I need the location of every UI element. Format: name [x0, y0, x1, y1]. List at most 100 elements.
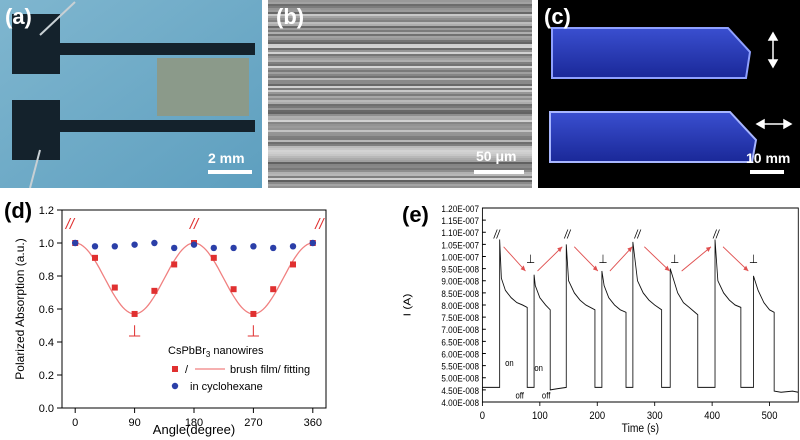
- cyclohexane-point: [91, 243, 99, 250]
- parallel-annotation: //: [634, 229, 642, 242]
- x-tick-label: 100: [532, 410, 548, 422]
- sem-streak: [268, 140, 532, 142]
- sem-streak: [268, 32, 532, 34]
- brush-film-point: [111, 284, 118, 291]
- legend-label: brush film/ fitting: [230, 364, 310, 376]
- y-tick-label: 6.00E-008: [441, 349, 479, 360]
- y-axis-label: Polarized Absorption (a.u.): [13, 238, 27, 379]
- y-tick-label: 7.00E-008: [441, 325, 479, 336]
- panel-label: (e): [402, 202, 429, 227]
- sem-streak: [268, 184, 532, 186]
- sem-streak: [268, 180, 532, 182]
- scale-label: 2 mm: [208, 150, 245, 166]
- sem-streak: [268, 88, 532, 90]
- sem-streak: [268, 70, 532, 72]
- sem-streak: [268, 128, 532, 130]
- y-tick-label: 4.50E-008: [441, 385, 479, 396]
- y-tick-label: 0.6: [39, 304, 54, 316]
- panel-label: (a): [5, 4, 32, 29]
- sem-streak: [268, 108, 532, 110]
- scale-label: 50 μm: [476, 148, 517, 164]
- photocurrent-chart: 0 100 200 300 400 500 Time (s) // ⊥ // ⊥ // ⊥ // ⊥ on of…: [402, 203, 799, 435]
- fitting-curve: [75, 242, 313, 315]
- brush-film-point: [210, 254, 217, 261]
- cyclohexane-point: [131, 241, 138, 248]
- film-sample-top: [551, 27, 752, 79]
- sem-streak: [268, 62, 532, 64]
- y-tick-label: 7.50E-008: [441, 313, 479, 324]
- parallel-annotation: //: [712, 229, 720, 242]
- sem-streak: [268, 76, 532, 78]
- x-tick-label: 400: [704, 410, 720, 422]
- light-on-label: on: [505, 357, 514, 368]
- y-tick-label: 5.50E-008: [441, 361, 479, 372]
- perpendicular-annotation: ⊥: [670, 253, 679, 266]
- y-tick-label: 1.00E-007: [441, 252, 479, 263]
- transition-arrow: [573, 246, 599, 272]
- photocurrent-line: [482, 239, 799, 393]
- sem-streak: [268, 8, 532, 10]
- sem-streak: [268, 82, 532, 84]
- sem-streak: [268, 0, 532, 2]
- sem-streak: [268, 160, 532, 162]
- sem-streak: [268, 52, 532, 54]
- sem-streak: [268, 74, 532, 76]
- sem-streak: [268, 148, 532, 150]
- film-sample-bottom: [549, 111, 758, 163]
- sem-streak: [268, 58, 532, 60]
- light-off-label: off: [516, 390, 525, 401]
- perpendicular-annotation: ⊥: [246, 323, 260, 340]
- sem-streak: [268, 146, 532, 148]
- sem-streak: [268, 2, 532, 4]
- sem-streak: [268, 92, 532, 94]
- transition-arrow: [537, 246, 563, 272]
- y-tick-label: 1.2: [39, 205, 54, 217]
- transition-arrow: [722, 246, 749, 272]
- sem-streak: [268, 186, 532, 188]
- sem-streak: [268, 56, 532, 58]
- sem-streak: [268, 42, 532, 44]
- arrow-head: [743, 265, 749, 272]
- sem-streak: [268, 68, 532, 70]
- y-tick-label: 9.00E-008: [441, 276, 479, 287]
- sem-streak: [268, 48, 532, 50]
- sem-streak: [268, 106, 532, 108]
- sem-streak: [268, 172, 532, 174]
- electrode-line: [55, 120, 255, 132]
- sem-streak: [268, 36, 532, 38]
- cyclohexane-point: [151, 239, 158, 247]
- sem-streak: [268, 142, 532, 144]
- y-tick-label: 1.05E-007: [441, 240, 479, 251]
- sem-streak: [268, 104, 532, 106]
- y-tick-label: 6.50E-008: [441, 337, 479, 348]
- scale-bar: [208, 170, 252, 174]
- sem-image: [268, 0, 532, 188]
- electrode-pad: [12, 100, 60, 160]
- sem-streak: [268, 38, 532, 40]
- sem-streak: [268, 18, 532, 20]
- sem-streak: [268, 26, 532, 28]
- perpendicular-annotation: ⊥: [128, 323, 142, 340]
- horizontal-arrow-icon: [755, 118, 793, 130]
- y-tick-label: 8.50E-008: [441, 288, 479, 299]
- sem-streak: [268, 50, 532, 52]
- transition-arrow: [609, 246, 633, 272]
- parallel-annotation: //: [65, 216, 76, 233]
- perpendicular-annotation: ⊥: [599, 253, 608, 266]
- arrow-head: [705, 246, 712, 253]
- brush-film-point: [270, 286, 277, 293]
- legend-slash: /: [185, 364, 189, 376]
- parallel-annotation: //: [189, 216, 200, 233]
- sem-streak: [268, 122, 532, 124]
- x-tick-label: 90: [128, 417, 140, 429]
- sem-streak: [268, 90, 532, 92]
- sem-streak: [268, 64, 532, 66]
- sem-streak: [268, 30, 532, 32]
- panel-label: (d): [4, 198, 33, 223]
- scale-bar: [474, 170, 524, 174]
- sem-streak: [268, 178, 532, 180]
- cyclohexane-point: [230, 244, 237, 252]
- light-off-label: off: [542, 390, 551, 401]
- sem-streak: [268, 114, 532, 116]
- y-tick-label: 0.2: [39, 370, 54, 382]
